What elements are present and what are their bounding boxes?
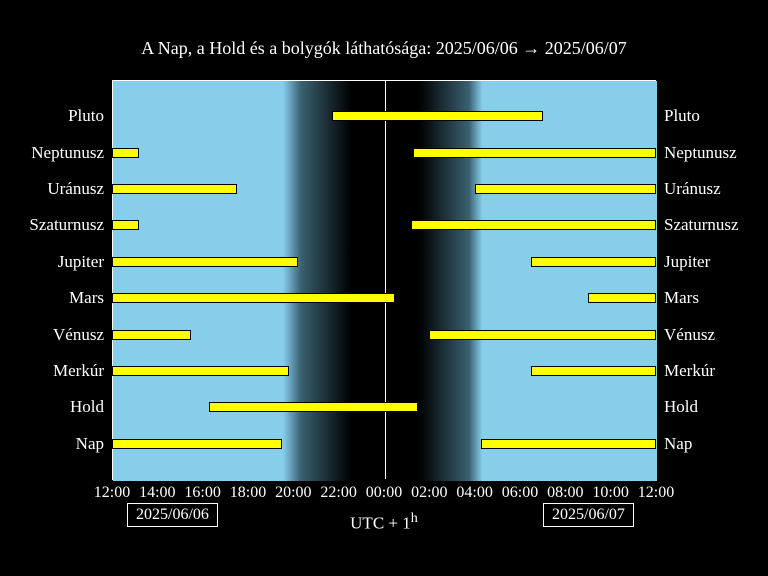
- body-label-right: Nap: [664, 434, 692, 454]
- visibility-bar: [112, 330, 191, 340]
- x-tick-label: 18:00: [230, 484, 266, 502]
- body-label-left: Vénusz: [53, 325, 104, 345]
- x-tick-label: 00:00: [366, 484, 402, 502]
- body-label-right: Jupiter: [664, 252, 710, 272]
- body-label-right: Hold: [664, 397, 698, 417]
- visibility-bar: [112, 220, 139, 230]
- x-tick-label: 16:00: [184, 484, 220, 502]
- body-label-left: Jupiter: [58, 252, 104, 272]
- body-label-left: Szaturnusz: [29, 215, 104, 235]
- midnight-line: [385, 81, 386, 479]
- body-label-left: Neptunusz: [31, 143, 104, 163]
- x-tick-label: 10:00: [592, 484, 628, 502]
- visibility-bar: [531, 366, 656, 376]
- body-label-right: Szaturnusz: [664, 215, 739, 235]
- x-tick-label: 04:00: [456, 484, 492, 502]
- visibility-bar: [588, 293, 656, 303]
- x-tick-label: 14:00: [139, 484, 175, 502]
- body-label-right: Pluto: [664, 106, 700, 126]
- date-right-label: 2025/06/07: [543, 503, 634, 527]
- visibility-bar: [413, 148, 656, 158]
- body-label-left: Mars: [69, 288, 104, 308]
- visibility-bar: [475, 184, 656, 194]
- x-tick-label: 12:00: [94, 484, 130, 502]
- x-axis-label: UTC + 1h: [0, 510, 768, 534]
- body-label-right: Vénusz: [664, 325, 715, 345]
- visibility-bar: [112, 293, 395, 303]
- visibility-bar: [531, 257, 656, 267]
- visibility-bar: [112, 148, 139, 158]
- body-label-right: Merkúr: [664, 361, 715, 381]
- date-left-label: 2025/06/06: [127, 503, 218, 527]
- body-label-left: Merkúr: [53, 361, 104, 381]
- body-label-left: Pluto: [68, 106, 104, 126]
- visibility-bar: [411, 220, 656, 230]
- body-label-left: Uránusz: [47, 179, 104, 199]
- visibility-bar: [429, 330, 656, 340]
- x-tick-label: 22:00: [320, 484, 356, 502]
- body-label-left: Hold: [70, 397, 104, 417]
- visibility-bar: [481, 439, 656, 449]
- x-tick-label: 12:00: [638, 484, 674, 502]
- visibility-bar: [112, 439, 282, 449]
- plot-area: [112, 80, 656, 480]
- x-tick-label: 20:00: [275, 484, 311, 502]
- visibility-bar: [209, 402, 418, 412]
- chart-title: A Nap, a Hold és a bolygók láthatósága: …: [0, 38, 768, 59]
- x-tick-label: 06:00: [502, 484, 538, 502]
- body-label-right: Neptunusz: [664, 143, 737, 163]
- body-label-left: Nap: [76, 434, 104, 454]
- x-tick-label: 02:00: [411, 484, 447, 502]
- body-label-right: Mars: [664, 288, 699, 308]
- visibility-bar: [112, 257, 298, 267]
- visibility-bar: [332, 111, 543, 121]
- visibility-bar: [112, 366, 289, 376]
- body-label-right: Uránusz: [664, 179, 721, 199]
- visibility-bar: [112, 184, 237, 194]
- x-tick-label: 08:00: [547, 484, 583, 502]
